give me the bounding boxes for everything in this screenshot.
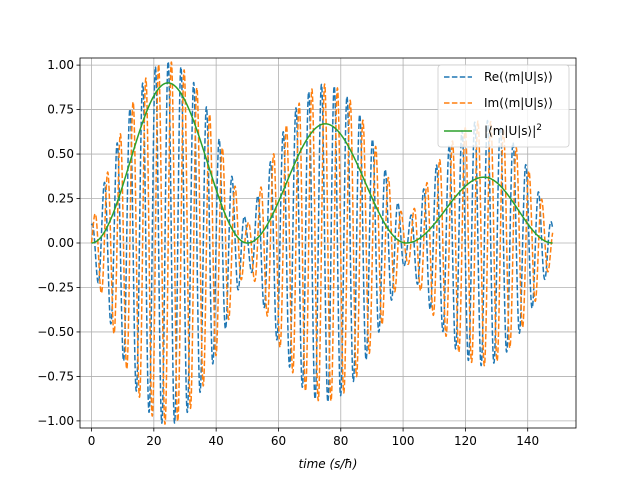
legend-label-abs2-sup: 2 bbox=[536, 123, 542, 133]
legend-label-im: Im(⟨m|U|s⟩) bbox=[484, 96, 553, 110]
legend: Re(⟨m|U|s⟩) Im(⟨m|U|s⟩) |⟨m|U|s⟩|2 bbox=[437, 64, 570, 148]
x-tick-label: 0 bbox=[88, 434, 96, 448]
y-tick-label: 0.00 bbox=[47, 236, 74, 250]
y-tick-label: 0.50 bbox=[47, 147, 74, 161]
x-tick-label: 100 bbox=[392, 434, 415, 448]
y-tick-label: 1.00 bbox=[47, 58, 74, 72]
y-tick-label: −0.50 bbox=[37, 325, 74, 339]
y-tick-label: 0.25 bbox=[47, 192, 74, 206]
series-im-line bbox=[90, 61, 554, 425]
x-axis-label: time (s/ħ) bbox=[299, 457, 358, 471]
y-tick-label: 0.75 bbox=[47, 103, 74, 117]
y-tick-label: −1.00 bbox=[37, 414, 74, 428]
legend-label-abs2-base: |⟨m|U|s⟩| bbox=[484, 124, 536, 138]
series-abs2-line bbox=[90, 82, 554, 244]
y-tick-label: −0.25 bbox=[37, 280, 74, 294]
x-tick-label: 20 bbox=[146, 434, 161, 448]
legend-box bbox=[437, 64, 570, 148]
legend-label-abs2: |⟨m|U|s⟩|2 bbox=[484, 123, 542, 138]
x-tick-label: 40 bbox=[209, 434, 224, 448]
y-tick-label: −0.75 bbox=[37, 369, 74, 383]
x-tick-label: 60 bbox=[271, 434, 286, 448]
legend-label-re: Re(⟨m|U|s⟩) bbox=[484, 70, 553, 84]
x-tick-label: 140 bbox=[516, 434, 539, 448]
y-axis-ticks: −1.00 −0.75 −0.50 −0.25 0.00 0.25 0.50 0.75 1.00 bbox=[37, 58, 80, 428]
x-tick-label: 120 bbox=[454, 434, 477, 448]
x-tick-label: 80 bbox=[333, 434, 348, 448]
x-axis-ticks: 0 20 40 60 80 100 120 140 bbox=[88, 428, 539, 448]
